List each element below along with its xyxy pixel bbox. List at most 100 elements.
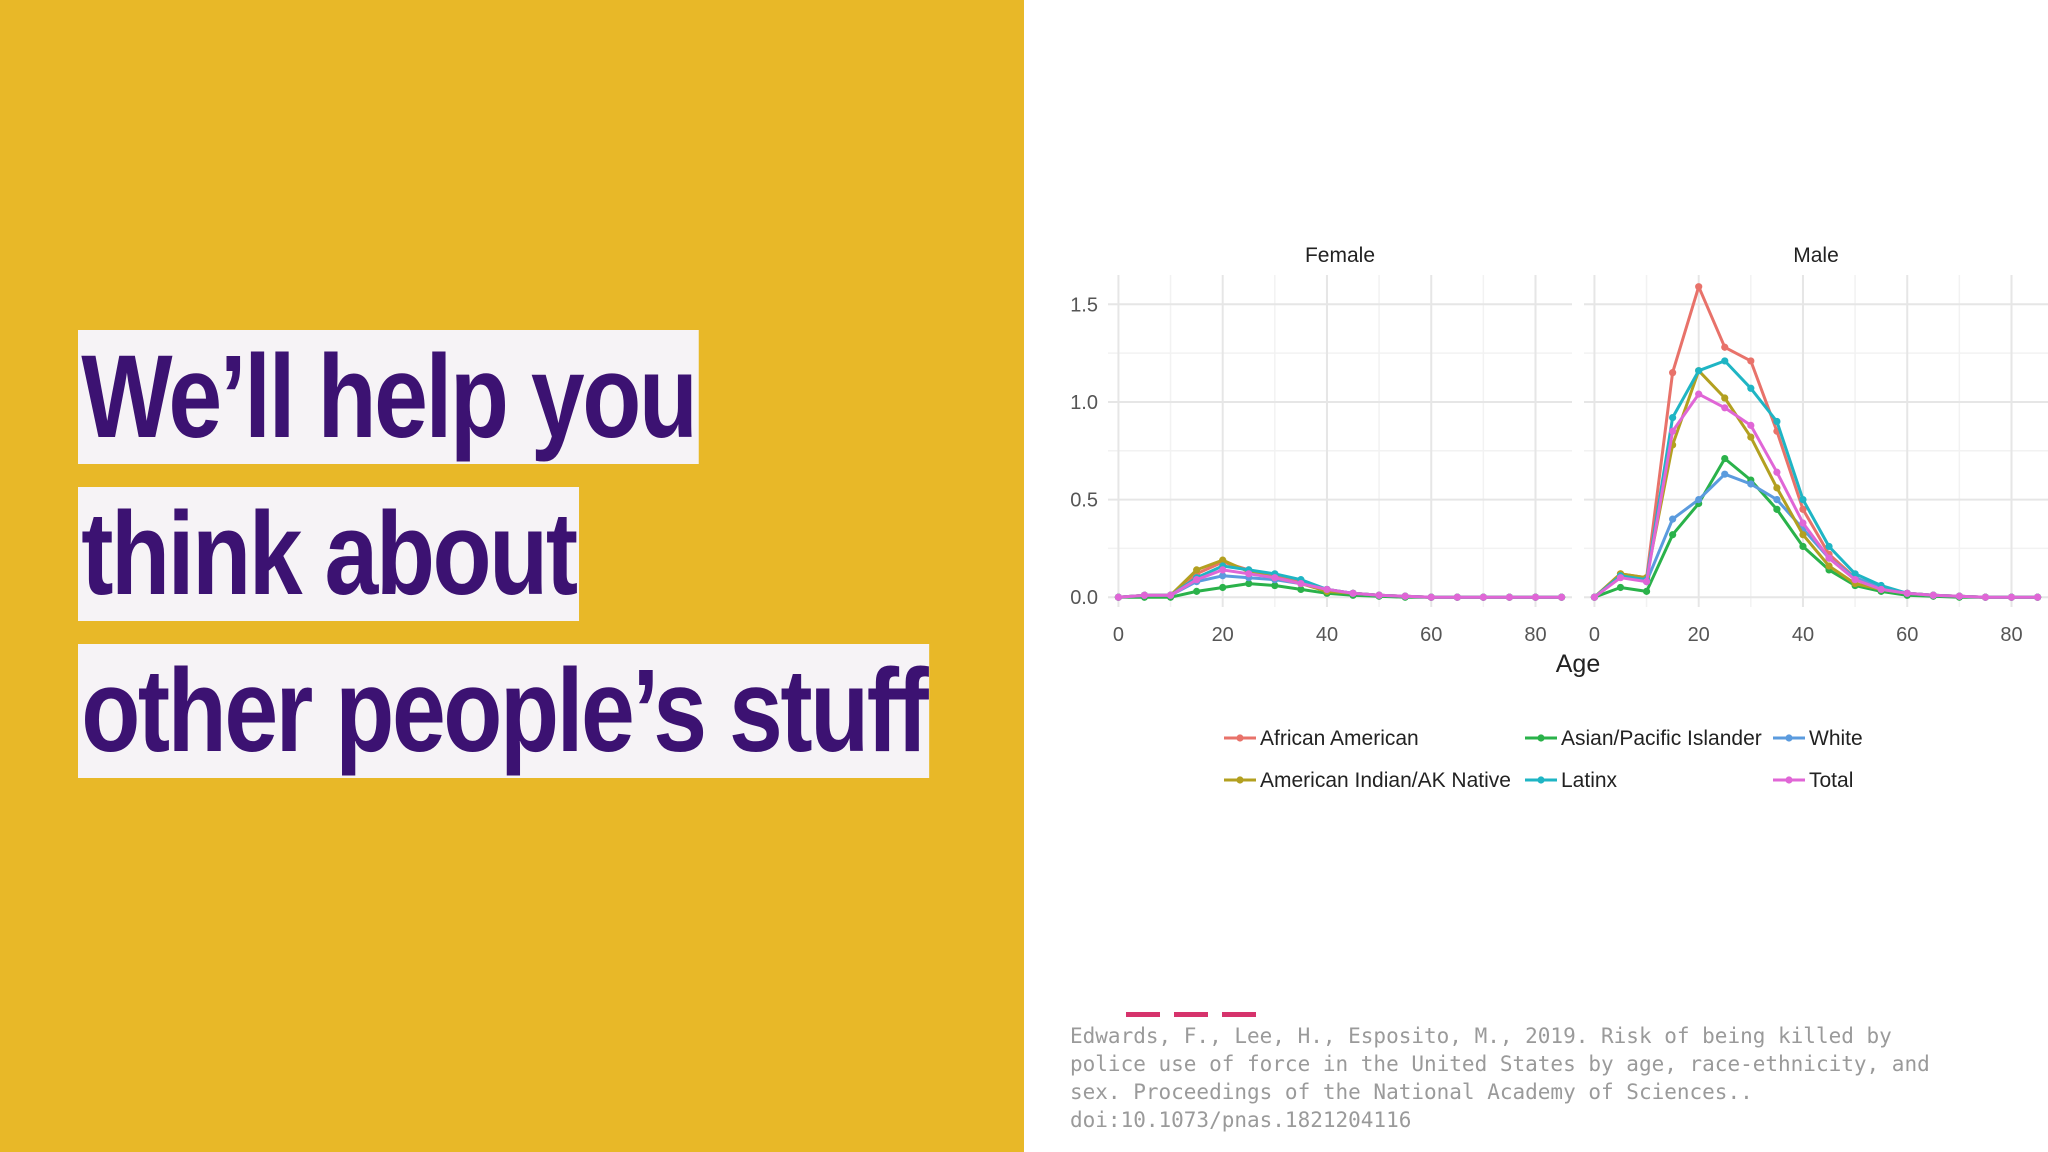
accent-dash — [1174, 1012, 1208, 1017]
data-point — [1851, 576, 1859, 584]
data-point — [1193, 566, 1201, 574]
data-point — [1616, 574, 1625, 582]
data-point — [1695, 367, 1703, 375]
legend-label: Asian/Pacific Islander — [1561, 727, 1762, 750]
data-point — [1799, 519, 1807, 527]
data-point — [1375, 591, 1383, 599]
data-point — [1721, 404, 1729, 412]
legend-label: White — [1809, 727, 1863, 750]
data-point — [1219, 566, 1227, 574]
left-panel: We’ll help you think about other people’… — [0, 0, 1024, 1152]
data-point — [2033, 593, 2042, 601]
data-point — [1479, 593, 1487, 601]
legend-label: Latinx — [1561, 769, 1618, 792]
accent-dash — [1222, 1012, 1256, 1017]
x-tick-label: 40 — [1792, 624, 1814, 646]
accent-dash — [1126, 1012, 1160, 1017]
x-tick-label: 80 — [1524, 624, 1546, 646]
legend-swatch-point — [1537, 776, 1545, 784]
data-point — [1721, 454, 1729, 463]
data-point — [1323, 585, 1331, 594]
x-axis-title: Age — [1556, 650, 1600, 678]
data-point — [1669, 515, 1677, 523]
legend-swatch-point — [1236, 734, 1244, 742]
data-point — [1929, 591, 1937, 599]
data-point — [1799, 495, 1807, 504]
data-point — [1695, 390, 1703, 398]
data-point — [1219, 572, 1227, 580]
data-point — [1721, 470, 1729, 478]
data-point — [1773, 505, 1781, 513]
faceted-line-chart: 0 20 40 60 80 0.0 0.5 1.0 1.5 Female 0 20 40 60 80 Male… — [1070, 244, 2048, 792]
data-point — [1747, 384, 1755, 392]
data-point — [1219, 556, 1227, 564]
data-point — [1401, 592, 1409, 600]
data-point — [1747, 480, 1755, 488]
data-point — [1799, 531, 1807, 539]
data-point — [1851, 570, 1859, 578]
data-point — [1219, 583, 1227, 592]
data-point — [1773, 495, 1781, 504]
data-point — [1557, 593, 1566, 601]
data-point — [1642, 578, 1651, 586]
data-point — [1531, 593, 1540, 601]
x-tick-label: 0 — [1589, 624, 1600, 646]
data-point — [1877, 585, 1885, 594]
data-point — [1453, 593, 1461, 601]
y-tick-label: 1.0 — [1070, 392, 1098, 414]
data-point — [1193, 587, 1201, 595]
data-point — [1297, 579, 1305, 588]
data-point — [1245, 570, 1253, 578]
citation: Edwards, F., Lee, H., Esposito, M., 2019… — [1070, 1024, 1930, 1132]
x-tick-label: 60 — [1420, 624, 1442, 646]
data-point — [1799, 542, 1807, 551]
x-tick-label: 20 — [1212, 624, 1234, 646]
data-point — [1590, 593, 1599, 601]
data-point — [1669, 369, 1677, 377]
data-point — [1695, 283, 1703, 291]
facet-title-female: Female — [1305, 244, 1375, 267]
data-point — [1747, 421, 1755, 429]
data-point — [1747, 357, 1755, 365]
data-point — [1773, 417, 1781, 426]
x-tick-label: 20 — [1688, 624, 1710, 646]
legend-swatch-point — [1537, 734, 1545, 742]
data-point — [1114, 593, 1123, 601]
y-tick-label: 0.0 — [1070, 587, 1098, 609]
headline-line-2: think about — [78, 487, 579, 621]
data-point — [1773, 468, 1781, 476]
data-point — [1245, 579, 1253, 588]
legend-label: Total — [1809, 769, 1853, 792]
legend-swatch-point — [1785, 734, 1793, 742]
data-point — [1695, 495, 1703, 504]
data-point — [1747, 433, 1755, 441]
legend-swatch-point — [1785, 776, 1793, 784]
data-point — [1193, 576, 1201, 584]
series-line — [1593, 457, 2038, 599]
facet-title-male: Male — [1793, 244, 1839, 267]
y-tick-label: 1.5 — [1070, 294, 1098, 316]
data-point — [1427, 593, 1435, 601]
legend-label: American Indian/AK Native — [1260, 769, 1511, 792]
data-point — [1349, 589, 1357, 597]
x-tick-label: 40 — [1316, 624, 1338, 646]
x-tick-label: 60 — [1896, 624, 1918, 646]
data-point — [1825, 562, 1833, 570]
x-tick-label: 0 — [1113, 624, 1124, 646]
data-point — [1721, 343, 1729, 351]
y-tick-label: 0.5 — [1070, 490, 1098, 512]
series-line — [1118, 568, 1562, 599]
data-point — [1799, 505, 1807, 513]
data-point — [1271, 581, 1279, 590]
data-point — [1955, 592, 1963, 600]
accent-dashes — [1126, 1004, 1270, 1022]
data-point — [2007, 593, 2016, 601]
data-point — [1721, 394, 1729, 402]
data-point — [1616, 583, 1625, 592]
headline-line-3: other people’s stuff — [78, 644, 930, 778]
data-point — [1669, 531, 1677, 539]
data-point — [1825, 554, 1833, 562]
data-point — [1981, 593, 1990, 601]
data-point — [1166, 591, 1175, 599]
data-point — [1721, 357, 1729, 365]
